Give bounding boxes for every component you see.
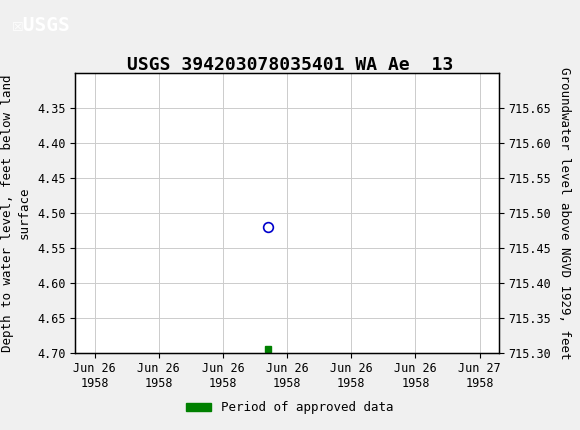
Y-axis label: Groundwater level above NGVD 1929, feet: Groundwater level above NGVD 1929, feet [558,67,571,359]
Text: USGS 394203078035401 WA Ae  13: USGS 394203078035401 WA Ae 13 [127,55,453,74]
Legend: Period of approved data: Period of approved data [181,396,399,419]
Y-axis label: Depth to water level, feet below land
surface: Depth to water level, feet below land su… [1,74,30,352]
Text: ☒USGS: ☒USGS [12,16,70,35]
